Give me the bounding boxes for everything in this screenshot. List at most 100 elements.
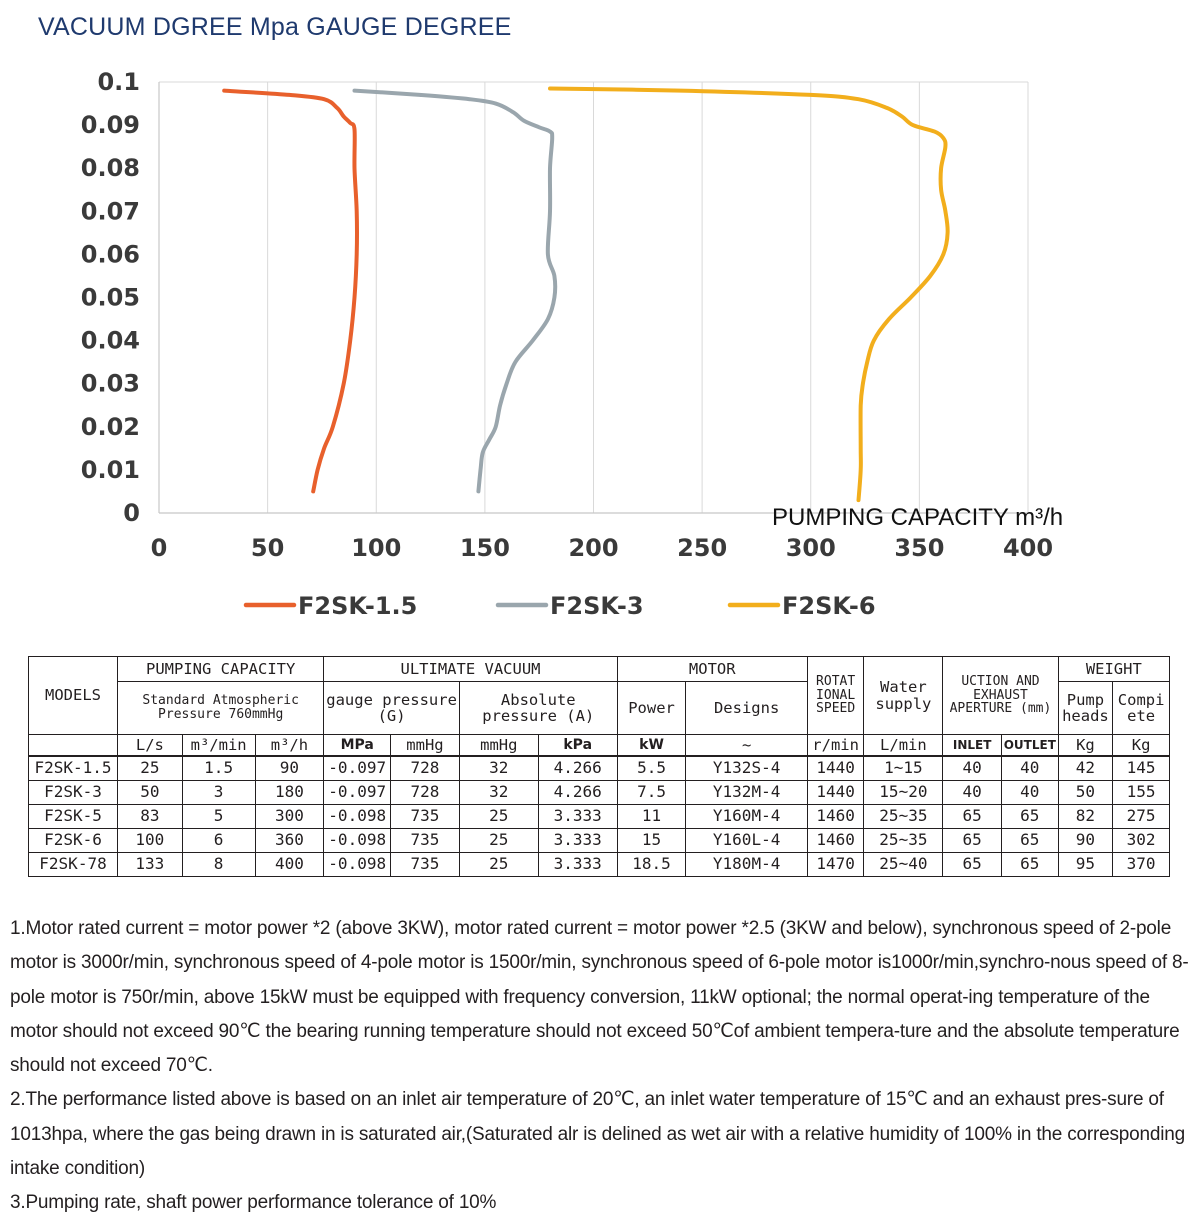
unit-cell: OUTLET	[1000, 734, 1059, 757]
legend: F2SK-1.5 F2SK-3 F2SK-6	[243, 592, 876, 620]
header-power: Power	[616, 681, 687, 735]
table-cell: 25	[458, 828, 539, 853]
table-cell: 40	[1000, 780, 1059, 805]
y-tick-label-9: 0.09	[81, 111, 140, 139]
table-cell: 180	[254, 780, 325, 805]
table-cell: 83	[117, 804, 183, 829]
y-tick-label-2: 0.02	[81, 413, 140, 441]
performance-chart: 0 0.01 0.02 0.03 0.04 0.05 0.06 0.07 0.08 0.09 0.1…	[81, 68, 1063, 620]
unit-cell: Kg	[1112, 734, 1170, 757]
header-models: MODELS	[28, 656, 118, 735]
table-cell: 65	[942, 804, 1002, 829]
header-motor: MOTOR	[616, 656, 808, 682]
table-cell: 82	[1057, 804, 1114, 829]
table-cell: 42	[1057, 755, 1114, 781]
table-cell: 275	[1112, 804, 1170, 829]
table-row: F2SK-1.5 25 1.5 90 -0.097 728 32 4.266 5.5 Y132S-…	[28, 755, 1170, 781]
table-cell: 8	[181, 852, 256, 877]
note-1: 1.Motor rated current = motor power *2 (…	[10, 918, 1189, 1077]
table-cell: 25~35	[863, 804, 944, 829]
x-tick-labels: 0 50 100 150 200 250 300 350 400	[151, 534, 1053, 562]
table-cell: 15	[616, 828, 687, 853]
table-cell: -0.097	[323, 755, 392, 781]
table-cell: -0.097	[323, 780, 392, 805]
header-absolute-pressure: Absolute pressure (A)	[458, 681, 618, 735]
table-cell: 302	[1112, 828, 1170, 853]
spec-table: MODELS PUMPING CAPACITY ULTIMATE VACUUM …	[28, 656, 1171, 877]
table-cell: 40	[1000, 755, 1059, 781]
table-cell: 11	[616, 804, 687, 829]
table-cell: 3.333	[537, 852, 618, 877]
table-cell: -0.098	[323, 804, 392, 829]
table-row: F2SK-6 100 6 360 -0.098 735 25 3.333 15 Y160L-4 14…	[28, 828, 1170, 853]
unit-cell: m³/h	[254, 734, 325, 757]
model-name-cell: F2SK-3	[28, 780, 118, 805]
y-tick-label-6: 0.06	[81, 240, 140, 268]
table-cell: 728	[390, 755, 460, 781]
table-cell: 300	[254, 804, 325, 829]
table-cell: 1.5	[181, 755, 256, 781]
table-cell: 360	[254, 828, 325, 853]
unit-cell: INLET	[942, 734, 1002, 757]
table-cell: Y160L-4	[685, 828, 808, 853]
table-cell: 1460	[806, 804, 865, 829]
unit-cell: kW	[616, 734, 687, 757]
table-cell: 32	[458, 780, 539, 805]
table-cell: 40	[942, 755, 1002, 781]
axes	[158, 82, 1028, 514]
unit-cell: mmHg	[458, 734, 539, 757]
x-tick-label-4: 200	[568, 534, 618, 562]
table-cell: 25~40	[863, 852, 944, 877]
table-row: F2SK-3 50 3 180 -0.097 728 32 4.266 7.5 Y132M-4 14…	[28, 780, 1170, 805]
x-tick-label-1: 50	[251, 534, 284, 562]
table-cell: 735	[390, 852, 460, 877]
x-axis-label: PUMPING CAPACITY m³/h	[772, 504, 1063, 531]
header-designs: Designs	[685, 681, 808, 735]
table-cell: 5	[181, 804, 256, 829]
y-tick-label-0: 0	[123, 499, 140, 527]
table-cell: 400	[254, 852, 325, 877]
table-cell: 728	[390, 780, 460, 805]
header-standard-atmospheric: Standard Atmospheric Pressure 760mmHg	[116, 681, 325, 735]
x-tick-label-7: 350	[894, 534, 944, 562]
table-cell: 6	[181, 828, 256, 853]
table-cell: 18.5	[616, 852, 687, 877]
table-cell: 3.333	[537, 828, 618, 853]
table-row: F2SK-78 133 8 400 -0.098 735 25 3.333 18.5 Y180M-…	[28, 852, 1170, 877]
table-cell: -0.098	[323, 852, 392, 877]
unit-cell: kPa	[537, 734, 618, 757]
grid-lines	[159, 81, 1029, 513]
unit-cell: L/s	[117, 734, 183, 757]
unit-cell: mmHg	[390, 734, 460, 757]
y-tick-labels: 0 0.01 0.02 0.03 0.04 0.05 0.06 0.07 0.08 0.09 0.1	[81, 68, 140, 527]
unit-cell: L/min	[863, 734, 944, 757]
chart-title: VACUUM DGREE Mpa GAUGE DEGREE	[38, 13, 512, 41]
x-tick-label-6: 300	[786, 534, 836, 562]
series-line-f2sk-3	[352, 88, 558, 494]
y-tick-label-8: 0.08	[81, 154, 140, 182]
x-tick-label-3: 150	[460, 534, 510, 562]
header-pumping-capacity: PUMPING CAPACITY	[116, 656, 325, 682]
model-name-cell: F2SK-6	[28, 828, 118, 853]
header-complete: Compi ete	[1112, 681, 1170, 735]
series-lines	[222, 86, 950, 503]
table-cell: 25	[458, 804, 539, 829]
table-cell: 1470	[806, 852, 865, 877]
note-3: 3.Pumping rate, shaft power performance …	[10, 1192, 497, 1214]
model-name-cell: F2SK-78	[28, 852, 118, 877]
table-cell: 65	[1000, 828, 1059, 853]
series-line-f2sk-6	[548, 86, 950, 503]
table-cell: 100	[117, 828, 183, 853]
table-cell: 3.333	[537, 804, 618, 829]
model-name-cell: F2SK-1.5	[28, 755, 118, 781]
table-cell: Y132S-4	[685, 755, 808, 781]
table-cell: 735	[390, 828, 460, 853]
table-cell: 3	[181, 780, 256, 805]
table-cell: 133	[117, 852, 183, 877]
header-weight: WEIGHT	[1057, 656, 1171, 682]
legend-label-2: F2SK-6	[782, 592, 876, 620]
table-cell: 4.266	[537, 780, 618, 805]
table-cell: 40	[942, 780, 1002, 805]
x-tick-label-8: 400	[1003, 534, 1053, 562]
x-tick-label-5: 250	[677, 534, 727, 562]
